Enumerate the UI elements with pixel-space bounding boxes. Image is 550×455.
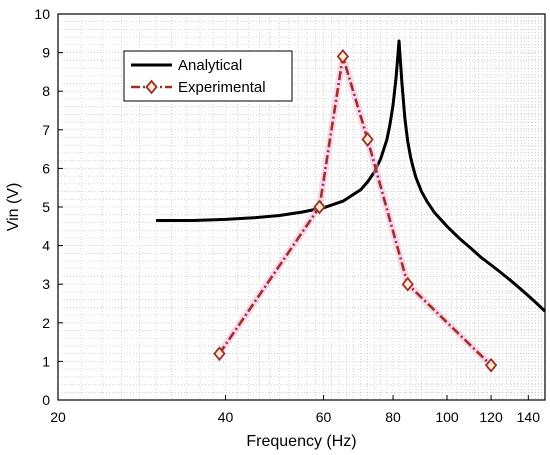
data-point-diamond — [213, 346, 226, 362]
data-point-diamond — [313, 199, 326, 215]
data-point-diamond — [484, 357, 498, 373]
data-point-diamond — [336, 49, 350, 64]
x-tick-label: 120 — [479, 409, 503, 425]
y-tick-label: 9 — [42, 45, 50, 61]
y-tick-label: 5 — [42, 199, 50, 215]
x-tick-label: 80 — [385, 409, 401, 425]
legend-label: Experimental — [178, 79, 266, 96]
legend-label: Analytical — [178, 57, 242, 74]
x-axis-label: Frequency (Hz) — [246, 433, 356, 450]
y-tick-label: 8 — [42, 83, 50, 99]
ticks: 0 1 2 3 4 5 6 7 8 9 10 20 40 60 80 100 120 140 — [34, 6, 540, 425]
y-tick-label: 1 — [42, 353, 50, 369]
y-tick-label: 6 — [42, 160, 50, 176]
y-tick-label: 2 — [42, 315, 50, 331]
y-axis-label: Vin (V) — [5, 183, 22, 232]
x-tick-label: 20 — [50, 409, 66, 425]
data-point-diamond — [401, 276, 414, 292]
y-tick-label: 7 — [42, 122, 50, 138]
legend-marker-diamond — [145, 79, 158, 95]
legend: Analytical Experimental — [123, 50, 293, 102]
y-tick-label: 4 — [42, 238, 50, 254]
series-layer — [156, 39, 547, 373]
y-tick-label: 10 — [34, 6, 50, 22]
x-tick-label: 140 — [517, 409, 541, 425]
data-point-diamond — [361, 132, 374, 147]
x-tick-label: 100 — [435, 409, 459, 425]
x-tick-label: 60 — [316, 409, 332, 425]
x-tick-label: 40 — [218, 409, 234, 425]
series-halo-experimental — [216, 52, 494, 368]
y-tick-label: 0 — [42, 392, 50, 408]
y-tick-label: 3 — [42, 276, 50, 292]
series-line-experimental — [218, 55, 492, 367]
